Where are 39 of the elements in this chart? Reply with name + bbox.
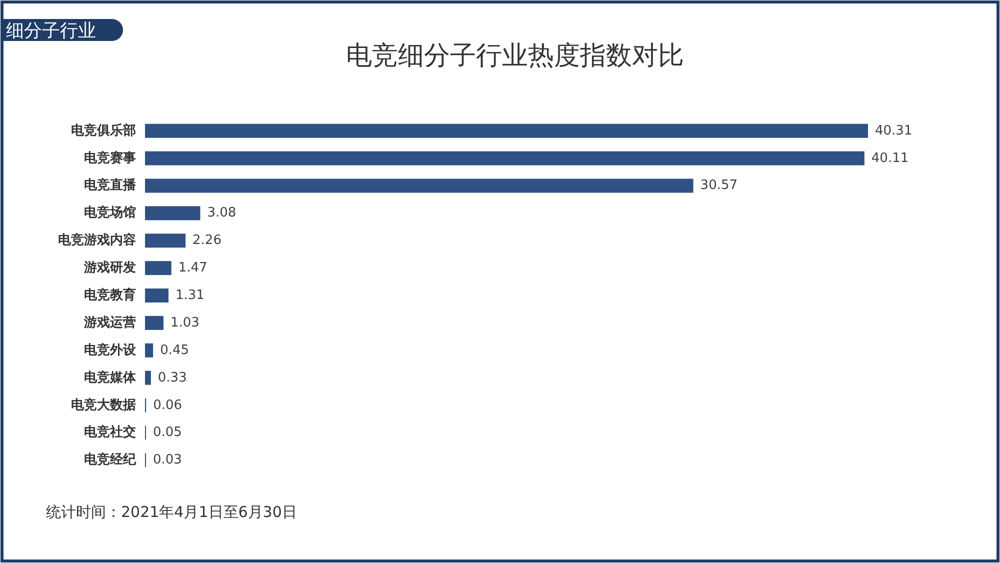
bar [145,316,164,330]
y-tick-label: 电竞赛事 [84,150,136,166]
bar [145,288,168,302]
data-label: 40.31 [875,123,912,138]
y-tick-label: 电竞外设 [84,342,137,358]
y-tick-label: 游戏研发 [83,260,136,276]
data-label: 1.03 [170,315,200,330]
data-label: 1.31 [175,288,204,303]
data-label: 0.05 [153,425,182,440]
data-label: 3.08 [207,206,236,221]
y-tick-label: 电竞媒体 [84,369,137,386]
data-label: 0.03 [153,452,182,468]
data-label: 40.11 [871,150,909,166]
bar [145,370,151,385]
y-tick-label: 电竞游戏内容 [58,232,136,248]
bar [145,343,154,358]
data-label: 30.57 [700,178,738,194]
y-tick-label: 电竞直播 [84,177,137,194]
bar [145,261,172,276]
text: 细分子行业 [6,20,96,42]
bar [145,151,864,166]
data-label: 1.47 [178,260,208,276]
y-tick-label: 电竞俱乐部 [71,122,136,138]
y-tick-label: 电竞经纪 [84,452,137,468]
data-label: 0.33 [158,370,187,386]
bar [145,178,694,193]
data-label: 2.26 [192,233,222,248]
data-label: 0.45 [160,342,190,358]
bar [145,206,200,220]
y-tick-label: 电竞教育 [84,287,136,303]
y-tick-label: 游戏运营 [83,314,136,330]
bar [145,234,186,248]
text: 统计时间：2021年4月1日至6月30日 [46,503,297,521]
chart-title: 电竞细分子行业热度指数对比 [346,41,684,71]
data-label: 0.06 [153,398,182,413]
y-tick-label: 电竞社交 [84,424,136,440]
y-tick-label: 电竞场馆 [84,204,136,221]
bar [145,124,868,138]
y-tick-label: 电竞大数据 [71,396,136,413]
